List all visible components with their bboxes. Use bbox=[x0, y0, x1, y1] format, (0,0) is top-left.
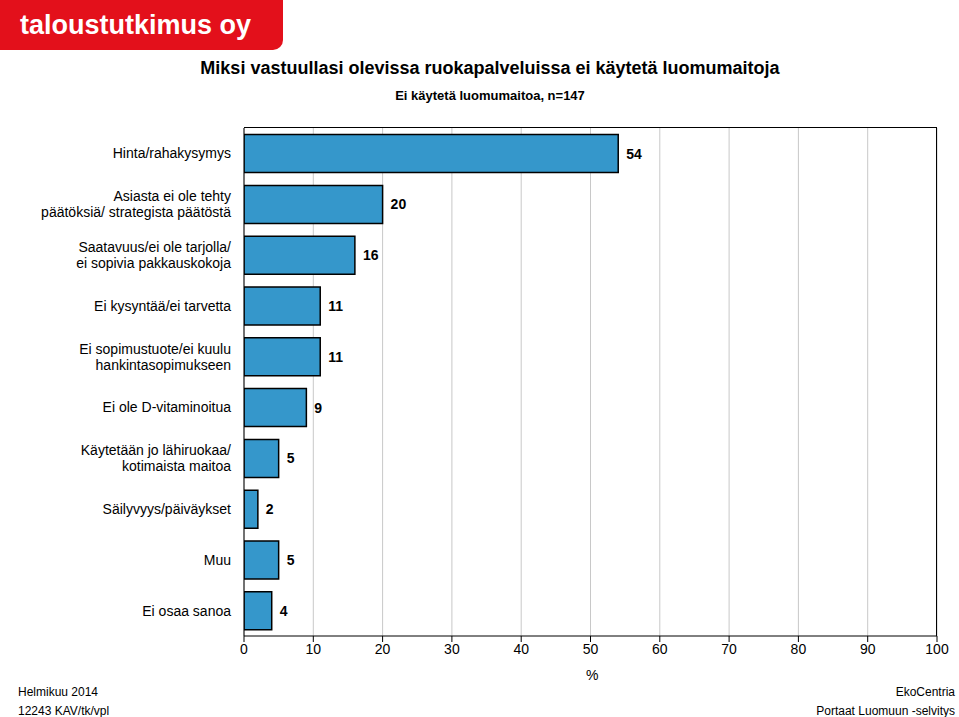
svg-text:Asiasta ei ole tehty: Asiasta ei ole tehty bbox=[113, 188, 231, 204]
svg-text:5: 5 bbox=[287, 552, 295, 568]
html-text:Miksi vastuullasi olevissa ruo: Miksi vastuullasi olevissa ruokapalvelui… bbox=[200, 58, 780, 78]
html-text:taloustutkimus oy: taloustutkimus oy bbox=[20, 10, 251, 40]
svg-text:2: 2 bbox=[266, 501, 274, 517]
svg-text:Hinta/rahakysymys: Hinta/rahakysymys bbox=[113, 145, 231, 161]
svg-text:30: 30 bbox=[444, 641, 460, 657]
svg-text:kotimaista maitoa: kotimaista maitoa bbox=[122, 458, 231, 474]
svg-text:Säilyvyys/päiväykset: Säilyvyys/päiväykset bbox=[103, 501, 231, 517]
svg-text:20: 20 bbox=[391, 196, 407, 212]
svg-text:Muu: Muu bbox=[204, 552, 231, 568]
svg-text:hankintasopimukseen: hankintasopimukseen bbox=[96, 357, 231, 373]
svg-text:40: 40 bbox=[513, 641, 529, 657]
svg-text:päätöksiä/ strategista päätöst: päätöksiä/ strategista päätöstä bbox=[41, 204, 231, 220]
svg-text:9: 9 bbox=[314, 400, 322, 416]
html-text:12243 KAV/tk/vpl: 12243 KAV/tk/vpl bbox=[18, 704, 110, 717]
svg-text:50: 50 bbox=[583, 641, 599, 657]
svg-text:Ei osaa sanoa: Ei osaa sanoa bbox=[142, 603, 231, 619]
svg-text:54: 54 bbox=[626, 146, 642, 162]
svg-text:Saatavuus/ei ole tarjolla/: Saatavuus/ei ole tarjolla/ bbox=[78, 239, 231, 255]
svg-text:10: 10 bbox=[306, 641, 322, 657]
svg-text:ei sopivia pakkauskokoja: ei sopivia pakkauskokoja bbox=[76, 255, 231, 271]
svg-text:Ei ole D-vitaminoitua: Ei ole D-vitaminoitua bbox=[103, 399, 232, 415]
svg-text:16: 16 bbox=[363, 247, 379, 263]
svg-text:11: 11 bbox=[328, 298, 343, 314]
svg-text:0: 0 bbox=[240, 641, 248, 657]
svg-text:Ei sopimustuote/ei kuulu: Ei sopimustuote/ei kuulu bbox=[79, 341, 231, 357]
svg-text:5: 5 bbox=[287, 450, 295, 466]
svg-text:Ei kysyntää/ei tarvetta: Ei kysyntää/ei tarvetta bbox=[94, 298, 231, 314]
svg-text:100: 100 bbox=[925, 641, 949, 657]
svg-text:Käytetään jo lähiruokaa/: Käytetään jo lähiruokaa/ bbox=[81, 442, 231, 458]
svg-text:80: 80 bbox=[791, 641, 807, 657]
svg-text:20: 20 bbox=[375, 641, 391, 657]
html-text:EkoCentria: EkoCentria bbox=[895, 685, 955, 699]
svg-text:11: 11 bbox=[328, 349, 343, 365]
html-text:Portaat Luomuun -selvitys: Portaat Luomuun -selvitys bbox=[816, 704, 955, 717]
svg-text:90: 90 bbox=[860, 641, 876, 657]
svg-text:60: 60 bbox=[652, 641, 668, 657]
html-text:Helmikuu 2014: Helmikuu 2014 bbox=[18, 685, 98, 699]
svg-text:70: 70 bbox=[721, 641, 737, 657]
svg-text:4: 4 bbox=[280, 603, 288, 619]
html-text:Ei käytetä luomumaitoa, n=147: Ei käytetä luomumaitoa, n=147 bbox=[395, 88, 585, 103]
